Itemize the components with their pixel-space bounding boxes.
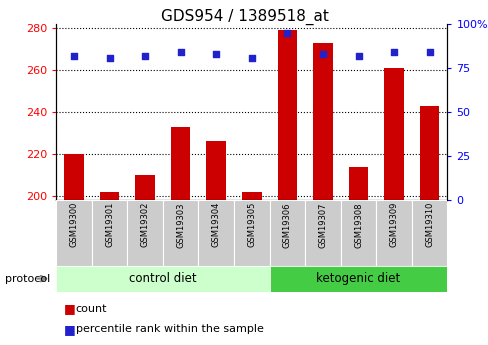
Text: count: count: [76, 304, 107, 314]
Bar: [277, 30, 297, 200]
Point: [105, 55, 113, 60]
Point: [247, 55, 255, 60]
Bar: [234, 200, 269, 266]
Bar: [312, 43, 332, 200]
Bar: [340, 200, 376, 266]
Bar: [242, 192, 261, 200]
Text: GSM19310: GSM19310: [424, 202, 433, 247]
Bar: [384, 68, 403, 200]
Bar: [127, 200, 163, 266]
Point: [425, 50, 433, 55]
Point: [141, 53, 149, 59]
Text: GSM19300: GSM19300: [69, 202, 79, 247]
Bar: [100, 192, 119, 200]
Bar: [92, 200, 127, 266]
Text: control diet: control diet: [129, 272, 196, 285]
Text: GDS954 / 1389518_at: GDS954 / 1389518_at: [160, 9, 328, 25]
Bar: [269, 266, 447, 292]
Text: percentile rank within the sample: percentile rank within the sample: [76, 325, 263, 334]
Text: GSM19309: GSM19309: [389, 202, 398, 247]
Point: [318, 51, 326, 57]
Text: ■: ■: [63, 302, 75, 315]
Text: ■: ■: [63, 323, 75, 336]
Bar: [135, 175, 155, 200]
Bar: [411, 200, 447, 266]
Text: GSM19306: GSM19306: [283, 202, 291, 248]
Bar: [64, 154, 83, 200]
Bar: [419, 106, 439, 200]
Text: GSM19303: GSM19303: [176, 202, 185, 248]
Bar: [376, 200, 411, 266]
Text: GSM19308: GSM19308: [353, 202, 362, 248]
Bar: [56, 200, 92, 266]
Bar: [171, 127, 190, 200]
Point: [389, 50, 397, 55]
Point: [354, 53, 362, 59]
Text: protocol: protocol: [5, 274, 50, 284]
Point: [283, 30, 291, 36]
Bar: [198, 200, 234, 266]
Text: GSM19302: GSM19302: [141, 202, 149, 247]
Bar: [348, 167, 367, 200]
Bar: [56, 266, 269, 292]
Text: ketogenic diet: ketogenic diet: [316, 272, 400, 285]
Point: [177, 50, 184, 55]
Text: GSM19304: GSM19304: [211, 202, 220, 247]
Point: [70, 53, 78, 59]
Point: [212, 51, 220, 57]
Text: GSM19301: GSM19301: [105, 202, 114, 247]
Text: GSM19305: GSM19305: [247, 202, 256, 247]
Bar: [206, 141, 225, 200]
Text: GSM19307: GSM19307: [318, 202, 327, 248]
Bar: [269, 200, 305, 266]
Bar: [163, 200, 198, 266]
Bar: [305, 200, 340, 266]
